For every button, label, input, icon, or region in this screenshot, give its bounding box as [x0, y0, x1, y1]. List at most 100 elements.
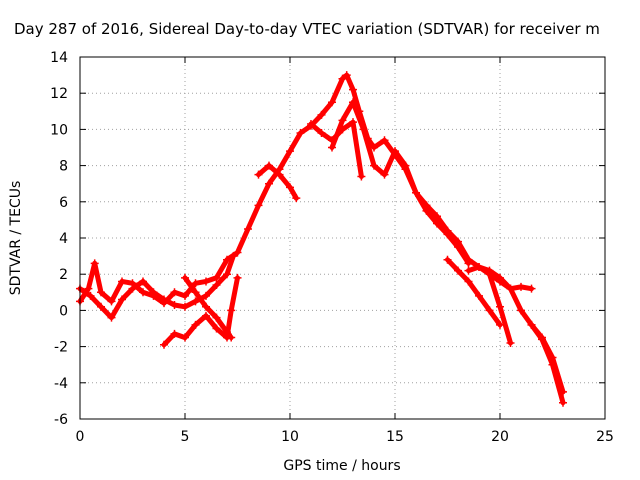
data-point	[464, 277, 473, 286]
data-point	[139, 288, 147, 297]
data-point	[118, 277, 126, 286]
data-point	[433, 219, 441, 228]
x-tick-label: 20	[491, 429, 509, 445]
data-point	[342, 71, 351, 80]
series-trace	[329, 99, 471, 266]
series-trace	[445, 257, 503, 328]
y-tick-label: 8	[59, 159, 68, 175]
data-point	[227, 306, 236, 315]
series-sat-b	[76, 252, 238, 322]
data-point	[349, 118, 357, 127]
data-point	[170, 300, 179, 309]
data-point	[454, 243, 462, 252]
data-point	[517, 282, 525, 291]
data-point	[229, 252, 238, 261]
data-point	[559, 398, 567, 407]
data-point	[464, 266, 473, 275]
data-point	[338, 116, 347, 125]
y-tick-label: -4	[54, 376, 68, 392]
data-point	[380, 170, 389, 179]
data-point	[422, 206, 431, 215]
chart-title: Day 287 of 2016, Sidereal Day-to-day VTE…	[14, 20, 600, 38]
data-point	[286, 147, 294, 156]
data-point	[275, 170, 284, 179]
data-point	[107, 297, 116, 306]
data-point	[191, 297, 200, 306]
plot-frame	[79, 56, 606, 420]
y-tick-label: 6	[59, 195, 68, 211]
data-point	[107, 313, 116, 322]
data-point	[349, 98, 357, 107]
data-point	[139, 277, 147, 286]
series-sat-g	[328, 98, 473, 268]
data-point	[338, 74, 347, 83]
data-point	[181, 291, 189, 300]
data-point	[212, 281, 221, 290]
data-point	[160, 295, 168, 304]
data-point	[170, 288, 179, 297]
data-point	[97, 302, 105, 311]
data-point	[401, 161, 410, 170]
data-point	[254, 201, 263, 210]
data-point	[233, 248, 242, 257]
data-point	[485, 270, 494, 279]
data-point	[317, 129, 326, 138]
x-tick-label: 10	[281, 429, 299, 445]
data-point	[443, 230, 452, 239]
data-point	[527, 284, 536, 293]
series-sat-j	[485, 270, 515, 347]
data-point	[517, 306, 525, 315]
x-tick-label: 25	[596, 429, 614, 445]
data-point	[475, 262, 483, 271]
x-tick-label: 5	[181, 429, 190, 445]
data-point	[464, 259, 473, 268]
data-point	[454, 266, 462, 275]
data-point	[328, 143, 336, 152]
data-point	[391, 147, 399, 156]
series-sat-a	[76, 71, 567, 396]
series-sat-k	[527, 320, 567, 407]
grid	[80, 57, 605, 419]
data-point	[254, 170, 263, 179]
series-trace	[77, 72, 566, 395]
data-point	[538, 335, 546, 344]
data-point	[292, 194, 301, 203]
data-point	[433, 212, 441, 221]
data-point	[475, 291, 483, 300]
data-point	[181, 333, 189, 342]
series-sat-c	[160, 273, 242, 349]
data-point	[202, 291, 210, 300]
data-point	[191, 279, 200, 288]
data-point	[181, 273, 189, 282]
data-point	[357, 172, 366, 181]
y-tick-label: 0	[59, 303, 68, 319]
data-point	[191, 288, 200, 297]
data-point	[212, 313, 221, 322]
y-tick-label: -6	[54, 412, 68, 428]
y-tick-label: 12	[50, 86, 68, 102]
data-point	[202, 277, 210, 286]
data-point	[170, 329, 179, 338]
data-point	[223, 328, 231, 337]
axis-ticks: 0 5 10 15 20 25 -6 -4 -2 0 2 4 6 8 10 12 14	[50, 50, 614, 445]
y-tick-label: 2	[59, 267, 68, 283]
data-point	[359, 125, 368, 134]
data-point	[349, 85, 357, 94]
data-point	[86, 291, 95, 300]
data-point	[84, 284, 93, 293]
data-point	[296, 129, 305, 138]
series-trace	[529, 322, 566, 406]
data-point	[548, 360, 557, 369]
data-point	[233, 273, 242, 282]
data-point	[202, 311, 210, 320]
data-point	[265, 161, 273, 170]
data-point	[90, 259, 99, 268]
series-sat-f	[307, 118, 366, 181]
data-point	[496, 302, 504, 311]
data-point	[307, 119, 315, 128]
data-point	[149, 288, 158, 297]
data-point	[212, 273, 221, 282]
series-sat-i	[464, 262, 536, 293]
data-point	[265, 179, 273, 188]
